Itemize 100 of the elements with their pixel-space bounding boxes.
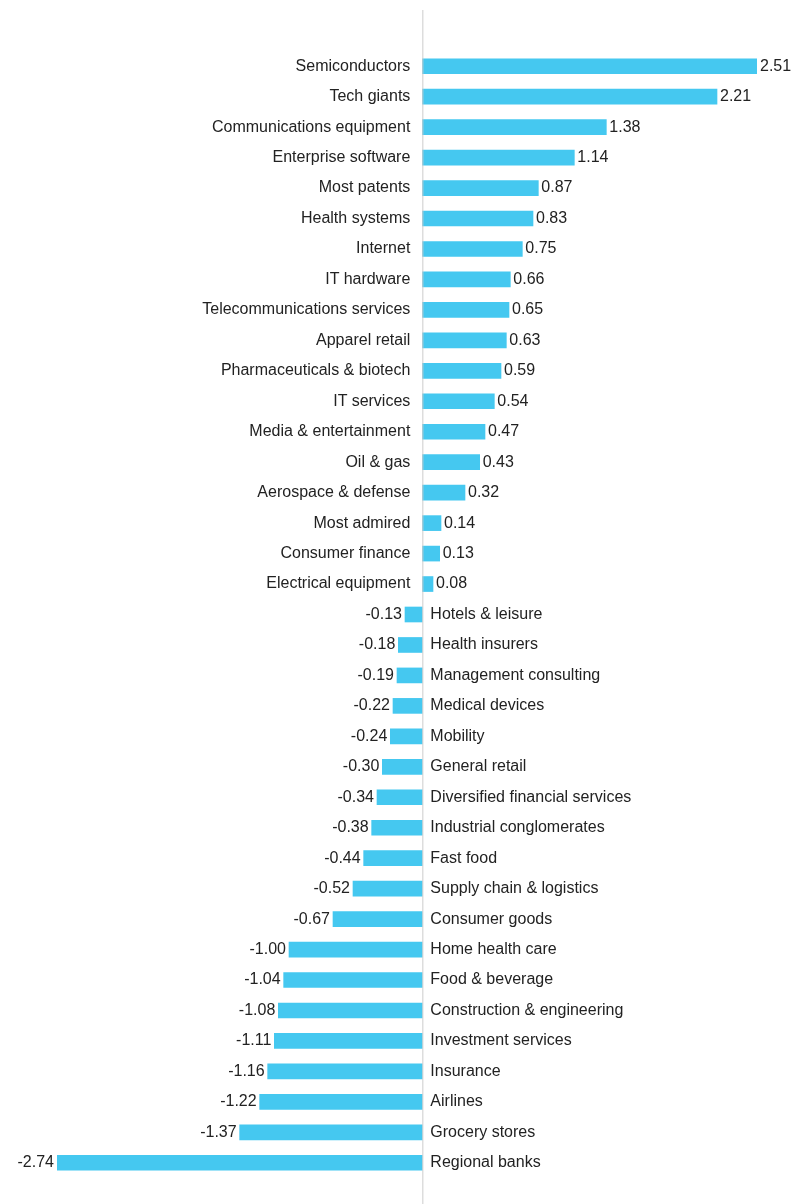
bar [274,1033,423,1049]
bar [239,1124,423,1141]
data-label: -1.16 [228,1061,265,1079]
y-tick-label: Regional banks [430,1153,541,1171]
bar [422,210,534,227]
y-tick-label: Home health care [430,939,557,957]
data-label: -1.22 [220,1092,257,1110]
y-tick-label: Telecommunications services [202,300,411,318]
bar [332,911,423,927]
data-label: 0.63 [509,330,541,348]
bar [422,241,523,257]
y-tick-label: Aerospace & defense [257,483,411,501]
data-label: -0.13 [365,604,403,622]
y-tick-label: Fast food [430,848,498,866]
y-tick-label: Health systems [300,208,411,226]
y-tick-label: Airlines [430,1092,483,1110]
data-label: -1.04 [244,970,281,988]
bar [390,728,423,745]
bar [376,789,423,806]
bar [422,302,510,318]
y-tick-label: Most patents [318,178,411,196]
y-tick-label: Food & beverage [430,970,554,988]
data-label: -1.00 [249,939,287,957]
data-label: -0.22 [353,696,391,714]
y-tick-label: Communications equipment [212,117,411,135]
bar [422,149,575,166]
bar [422,119,607,135]
y-tick-label: Consumer goods [430,909,553,927]
bar [422,332,507,349]
data-label: 0.08 [436,574,468,592]
data-label: -0.30 [342,757,380,775]
data-label: 1.14 [577,148,609,166]
data-label: -0.52 [313,879,351,897]
bar [267,1063,423,1080]
data-label: 0.59 [504,361,536,379]
bar [422,454,480,471]
bar [278,1002,423,1019]
data-label: 2.51 [760,56,792,74]
bar [288,941,423,958]
bar [404,606,423,623]
data-label: 0.87 [541,178,573,196]
data-label: 0.54 [497,391,529,409]
data-label: -1.37 [200,1122,237,1140]
data-label: 0.32 [468,483,500,501]
data-label: 2.21 [720,87,752,105]
data-label: 0.65 [512,300,544,318]
bar [422,180,539,196]
data-label: -0.19 [357,665,395,683]
data-label: 0.83 [536,208,568,226]
bar [422,362,502,379]
bar [422,393,495,410]
y-tick-label: Grocery stores [430,1122,536,1140]
bar [422,423,486,440]
data-label: 0.43 [482,452,514,470]
data-label: 1.38 [609,117,641,135]
bar [422,484,466,501]
y-tick-label: Hotels & leisure [430,604,543,622]
bar [363,850,423,867]
data-label: -1.11 [236,1031,272,1049]
y-tick-label: Supply chain & logistics [430,879,599,897]
data-label: -0.38 [332,818,369,836]
y-tick-label: Tech giants [329,87,411,105]
bar [422,515,442,531]
y-tick-label: Media & entertainment [249,422,411,440]
y-tick-label: Enterprise software [272,148,411,166]
data-label: -0.24 [350,726,388,744]
y-tick-label: Mobility [430,726,485,744]
y-tick-label: Insurance [430,1061,501,1079]
y-tick-label: Management consulting [430,665,601,683]
y-tick-label: Consumer finance [280,543,411,561]
y-tick-label: Construction & engineering [430,1000,624,1018]
bar [57,1154,423,1171]
bar [371,819,423,836]
y-tick-label: Semiconductors [295,56,411,74]
bar [382,758,423,775]
bar [259,1094,423,1110]
data-label: -0.18 [358,635,396,653]
y-tick-label: Pharmaceuticals & biotech [220,361,411,379]
bar [396,667,423,684]
data-label: 0.75 [525,239,557,257]
bar [392,698,423,714]
y-tick-label: IT hardware [325,269,411,287]
y-tick-label: Apparel retail [316,330,411,348]
y-tick-label: IT services [333,391,411,409]
data-label: 0.66 [513,269,545,287]
bar [283,972,423,988]
bar [422,58,757,75]
y-tick-label: Health insurers [430,635,538,653]
bar [422,271,511,288]
y-tick-label: Medical devices [430,696,545,714]
bar [422,545,440,562]
y-tick-label: Industrial conglomerates [430,818,605,836]
data-label: -2.74 [17,1153,55,1171]
y-tick-label: Diversified financial services [430,787,632,805]
data-label: -0.34 [337,787,375,805]
bar [422,88,718,105]
bar [398,637,423,653]
data-label: 0.14 [444,513,476,531]
data-label: 0.13 [442,543,474,561]
y-tick-label: Most admired [313,513,411,531]
